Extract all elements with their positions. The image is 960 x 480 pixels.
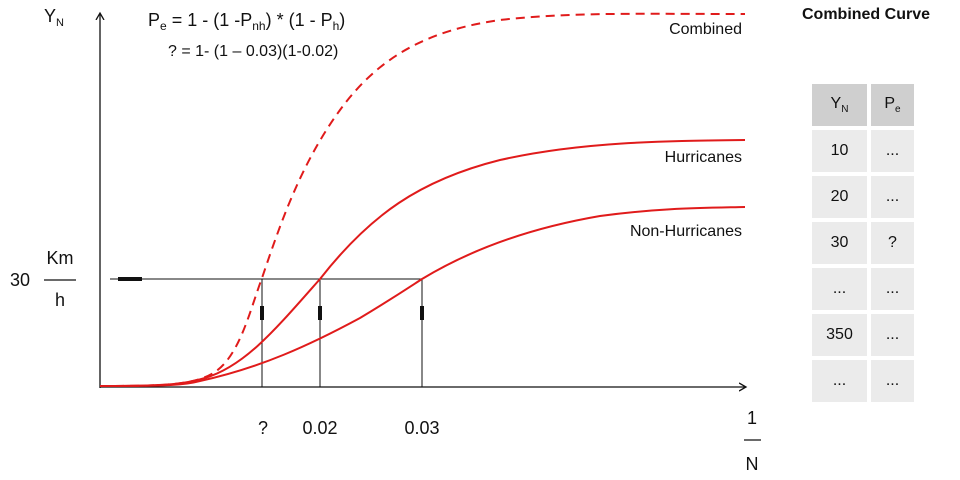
table-cell-pe: ... bbox=[871, 176, 914, 218]
table-cell-yn: 350 bbox=[812, 314, 867, 356]
table-row: 10 ... bbox=[812, 130, 914, 172]
series-label-non-hurricanes: Non-Hurricanes bbox=[630, 223, 742, 240]
x-axis-label-numerator: 1 bbox=[747, 408, 757, 428]
table-cell-yn: 20 bbox=[812, 176, 867, 218]
table-cell-pe: ... bbox=[871, 314, 914, 356]
y-tick-30: 30 Km h bbox=[10, 248, 76, 310]
series-hurricanes-curve bbox=[99, 139, 746, 387]
x-tick-label: 0.03 bbox=[404, 418, 439, 438]
combined-curve-table: YN Pe 10 ... 20 ... 30 ? ... ... 350 ...… bbox=[808, 80, 918, 406]
table-cell-yn: ... bbox=[812, 268, 867, 310]
table-cell-pe: ... bbox=[871, 268, 914, 310]
series-label-hurricanes: Hurricanes bbox=[665, 149, 742, 166]
table-cell-yn: ... bbox=[812, 360, 867, 402]
y-axis-label: YN bbox=[44, 6, 64, 29]
table-title: Combined Curve bbox=[801, 6, 930, 23]
y-tick-unit-numerator: Km bbox=[47, 248, 74, 268]
table-header-pe: Pe bbox=[871, 84, 914, 126]
table-row: 20 ... bbox=[812, 176, 914, 218]
table-row: 30 ? bbox=[812, 222, 914, 264]
table-cell-pe: ... bbox=[871, 130, 914, 172]
table-cell-yn: 10 bbox=[812, 130, 867, 172]
y-tick-unit-denominator: h bbox=[55, 290, 65, 310]
series-non-hurricanes-curve bbox=[99, 206, 746, 387]
formula-line-1: Pe = 1 - (1 -Pnh) * (1 - Ph) bbox=[148, 10, 345, 33]
y-tick-value: 30 bbox=[10, 270, 30, 290]
x-axis-label-denominator: N bbox=[746, 454, 759, 474]
formula-line-2: ? = 1- (1 – 0.03)(1-0.02) bbox=[168, 43, 338, 60]
table-cell-yn: 30 bbox=[812, 222, 867, 264]
x-tick-label: 0.02 bbox=[302, 418, 337, 438]
x-tick-label: ? bbox=[258, 418, 268, 438]
table-header-row: YN Pe bbox=[812, 84, 914, 126]
series-label-combined: Combined bbox=[669, 21, 742, 38]
series-combined-curve bbox=[99, 12, 746, 387]
table-row: ... ... bbox=[812, 268, 914, 310]
x-axis-label: 1 N bbox=[744, 408, 761, 474]
table-cell-pe: ? bbox=[871, 222, 914, 264]
table-row: ... ... bbox=[812, 360, 914, 402]
table-row: 350 ... bbox=[812, 314, 914, 356]
table-cell-pe: ... bbox=[871, 360, 914, 402]
table-header-yn: YN bbox=[812, 84, 867, 126]
